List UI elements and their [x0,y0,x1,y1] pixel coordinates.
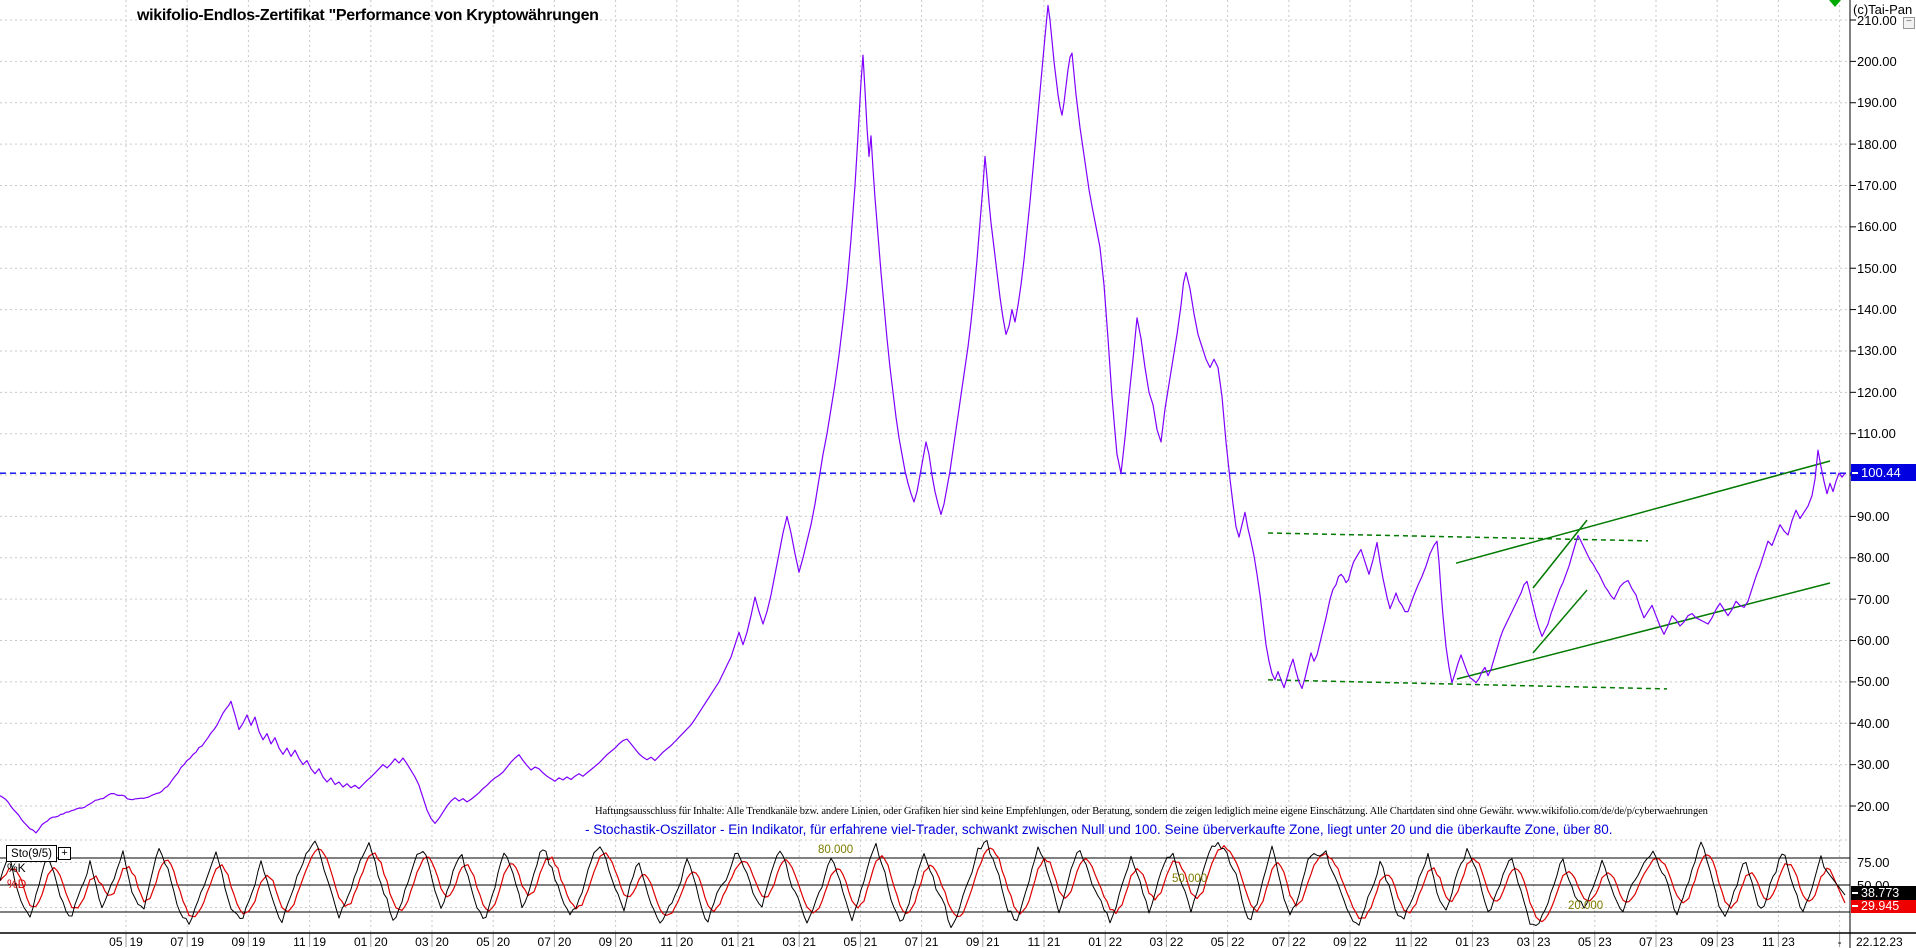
trend-line-steep-channel-lower [1532,589,1588,654]
x-tick-label: 11 20 [660,935,694,948]
y-axis-label: 60.00 [1857,633,1890,649]
trend-line-upper-dashed-resistance [1267,532,1649,542]
x-tick-label: - [1837,935,1842,948]
y-axis-label: 40.00 [1857,715,1890,731]
y-axis-label: 190.00 [1857,95,1897,111]
trend-line-channel-bottom [1456,582,1831,680]
indicator-name-button[interactable]: Sto(9/5) [6,845,57,862]
x-tick-label: 05 22 [1210,935,1245,948]
x-tick-label: 03 20 [415,935,449,948]
x-tick-label: 03 22 [1149,935,1184,948]
x-tick-label: 09 19 [231,935,266,948]
last-price-badge: 100.44 [1851,464,1916,481]
x-tick-label: 03 23 [1516,935,1551,948]
zone-label-80: 80.000 [818,844,854,856]
y-axis-label: 120.00 [1857,384,1897,400]
x-tick-label: 07 22 [1271,935,1306,948]
stochastic-k-line [0,840,1846,929]
x-tick-label: 05 21 [843,935,878,948]
x-tick-label: 01 20 [353,935,388,948]
trend-line-steep-channel-upper [1532,519,1588,589]
zone-label-20: 20.000 [1568,900,1604,912]
legend-d-label: %D [7,877,27,891]
y-axis-label: 210.00 [1857,12,1897,28]
chart-title: wikifolio-Endlos-Zertifikat "Performance… [137,7,599,24]
y-axis-label: 130.00 [1857,343,1897,359]
x-tick-label: 11 23 [1761,935,1795,948]
y-axis-label: 140.00 [1857,302,1897,318]
x-tick-label: 01 21 [721,935,755,948]
x-tick-label: 05 20 [476,935,511,948]
y-axis-label: 200.00 [1857,53,1897,69]
copyright-label: (c)Tai-Pan [1853,2,1913,17]
stochastic-d-line [0,845,1846,923]
y-axis-label: 170.00 [1857,177,1897,193]
x-tick-label: 11 22 [1394,935,1428,948]
y-axis-label: 70.00 [1857,591,1890,607]
x-tick-label: 03 21 [782,935,817,948]
x-tick-label: 07 20 [537,935,572,948]
x-tick-label: 07 19 [170,935,205,948]
x-tick-label: 05 19 [109,935,143,948]
stochastic-d-value-badge: 29.945 [1851,899,1916,913]
y-axis-label: 150.00 [1857,260,1897,276]
y-axis-label: 90.00 [1857,508,1890,524]
y-axis-label: 80.00 [1857,550,1890,566]
axis-tick-dash [1852,905,1858,908]
x-tick-label: 01 23 [1455,935,1490,948]
end-date-label: 22.12.23 [1856,935,1903,948]
axis-tick-dash [1852,891,1858,894]
y-axis-label: 180.00 [1857,136,1897,152]
legend-k-label: %K [7,861,26,875]
x-tick-label: 01 22 [1088,935,1123,948]
y-axis-label: 30.00 [1857,757,1890,773]
collapse-axis-button[interactable]: − [1903,17,1915,29]
x-tick-label: 09 22 [1333,935,1367,948]
trend-line-channel-top [1455,460,1831,564]
x-tick-label: 09 21 [965,935,1000,948]
y-axis-label: 110.00 [1857,426,1896,442]
scroll-arrow-icon[interactable] [1829,0,1841,7]
trend-line-lower-dashed-support [1267,679,1668,690]
indicator-axis-label: 75.00 [1857,855,1890,870]
y-axis-label: 50.00 [1857,674,1890,690]
y-axis-label: 160.00 [1857,219,1897,235]
stochastic-note-text: - Stochastik-Oszillator - Ein Indikator,… [585,822,1613,837]
disclaimer-text: Haftungsausschluss für Inhalte: Alle Tre… [595,806,1708,817]
x-tick-label: 11 21 [1027,935,1061,948]
x-tick-label: 07 21 [904,935,939,948]
x-tick-label: 05 23 [1577,935,1612,948]
y-axis-label: 20.00 [1857,798,1890,814]
x-tick-label: 07 23 [1639,935,1673,948]
indicator-add-button[interactable]: + [58,847,71,860]
x-tick-label: 09 20 [598,935,633,948]
zone-label-50: 50.000 [1172,873,1208,885]
price-line [0,4,1846,834]
x-tick-label: 09 23 [1700,935,1735,948]
stochastic-k-value-badge: 38.773 [1851,886,1916,900]
axis-tick-dash [1852,471,1858,474]
x-tick-label: 11 19 [293,935,327,948]
